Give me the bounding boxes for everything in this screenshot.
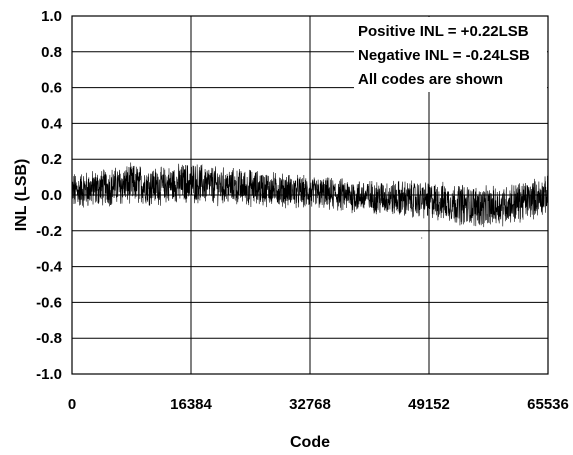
y-tick-label: -0.8: [36, 330, 62, 347]
y-axis-label: INL (LSB): [13, 159, 30, 232]
y-tick-label: 0.6: [41, 80, 62, 97]
x-tick-label: 0: [68, 396, 76, 413]
x-tick-label: 16384: [170, 396, 212, 413]
x-tick-label: 32768: [289, 396, 331, 413]
y-tick-label: 0.8: [41, 44, 62, 61]
annotation-negative-inl: Negative INL = -0.24LSB: [358, 47, 530, 64]
y-tick-label: -0.6: [36, 294, 62, 311]
y-tick-label: -0.2: [36, 223, 62, 240]
annotation-all-codes: All codes are shown: [358, 71, 503, 88]
data-series: [71, 155, 549, 239]
y-tick-label: 0.0: [41, 187, 62, 204]
inl-series-line: [71, 162, 549, 228]
y-tick-label: 0.2: [41, 151, 62, 168]
negative-peak-point: [421, 237, 423, 239]
annotation-box: [354, 17, 547, 92]
plot-frame: [71, 15, 549, 375]
y-tick-labels: 1.0 0.8 0.6 0.4 0.2 0.0 -0.2 -0.4 -0.6 -0.8 -1.0: [36, 8, 63, 383]
x-tick-labels: 0 16384 32768 49152 65536: [68, 396, 569, 413]
y-tick-label: -1.0: [36, 366, 62, 383]
y-tick-label: 1.0: [41, 8, 62, 25]
y-tick-label: 0.4: [41, 115, 63, 132]
x-tick-label: 49152: [408, 396, 450, 413]
annotation-positive-inl: Positive INL = +0.22LSB: [358, 23, 529, 40]
y-tick-label: -0.4: [36, 259, 63, 276]
x-tick-label: 65536: [527, 396, 569, 413]
x-axis-label: Code: [290, 434, 330, 451]
positive-peak-point: [190, 155, 192, 157]
